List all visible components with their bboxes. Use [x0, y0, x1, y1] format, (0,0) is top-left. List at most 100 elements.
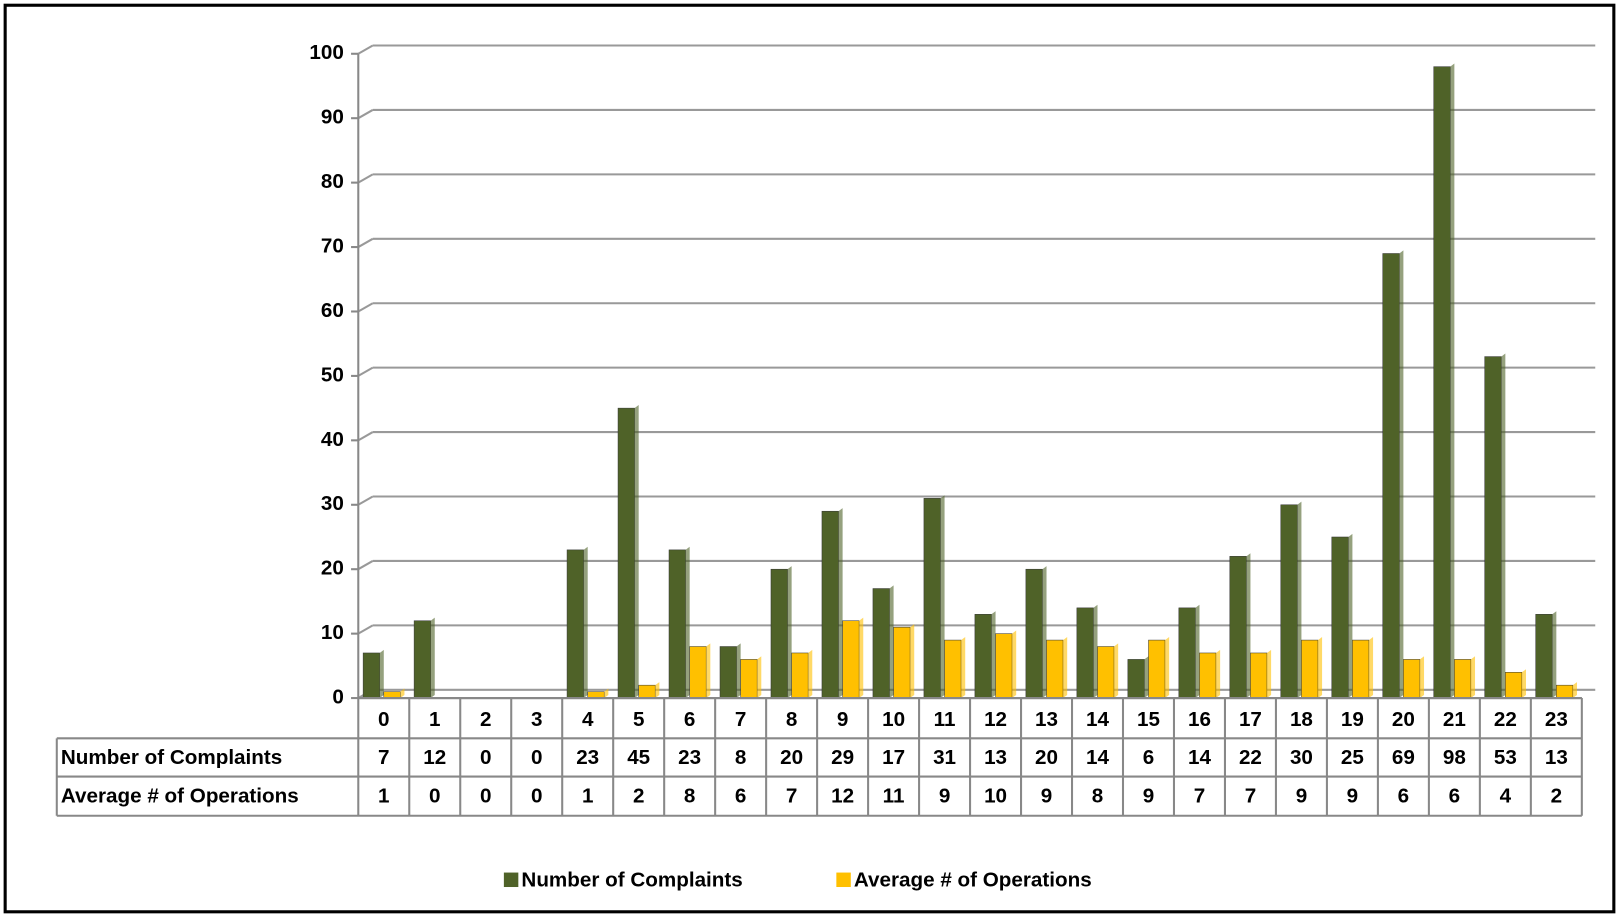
table-value: 25 [1341, 746, 1364, 769]
bar [974, 614, 992, 699]
table-value: 9 [939, 785, 950, 808]
table-value: 8 [684, 785, 695, 808]
table-value: 14 [1188, 746, 1211, 769]
x-tick-label: 10 [882, 708, 905, 731]
bar-side [1165, 636, 1170, 699]
bar [1301, 639, 1319, 699]
x-tick-label: 0 [378, 708, 389, 731]
table-value: 45 [627, 746, 650, 769]
bar-side [1470, 656, 1476, 699]
bar [740, 659, 758, 699]
table-value: 6 [735, 785, 746, 808]
table-value: 69 [1392, 746, 1415, 769]
bar [1433, 66, 1451, 699]
bar-side [757, 656, 762, 699]
bar-side [859, 617, 864, 699]
bar [362, 652, 380, 699]
table-value: 10 [984, 785, 1007, 808]
bar [1331, 536, 1349, 699]
grid-line [357, 302, 374, 313]
table-value: 9 [1347, 785, 1358, 808]
y-tick-label: 100 [309, 41, 343, 64]
table-value: 0 [480, 785, 491, 808]
table-row-header: Average # of Operations [61, 785, 299, 808]
x-tick-label: 6 [684, 708, 695, 731]
table-value: 12 [423, 746, 446, 769]
bar-side [706, 643, 711, 699]
y-tick-label: 60 [321, 299, 344, 322]
y-tick-label: 50 [321, 363, 344, 386]
table-value: 7 [378, 746, 389, 769]
legend-label: Number of Complaints [521, 868, 742, 891]
bar-side [1195, 604, 1200, 699]
grid-line [357, 431, 374, 442]
bar-side [808, 649, 813, 699]
grid-line [357, 173, 374, 184]
table-row-header: Number of Complaints [61, 746, 282, 769]
bar [872, 588, 890, 699]
x-tick-label: 17 [1239, 708, 1262, 731]
bar [668, 549, 686, 699]
x-tick-label: 21 [1443, 708, 1466, 731]
x-tick-label: 15 [1137, 708, 1160, 731]
y-tick-label: 30 [321, 492, 344, 515]
bar-side [1297, 501, 1302, 699]
bar-side [1144, 656, 1149, 699]
x-tick-label: 5 [633, 708, 644, 731]
x-tick-label: 14 [1086, 708, 1109, 731]
bar-side [685, 546, 690, 699]
bar-side [634, 405, 639, 699]
chart-frame [3, 3, 1616, 914]
x-tick-label: 18 [1290, 708, 1313, 731]
bar-side [604, 688, 609, 699]
x-tick-label: 8 [786, 708, 797, 731]
bar-side [1012, 630, 1017, 699]
bar [1535, 614, 1553, 699]
table-value: 13 [984, 746, 1007, 769]
bar-side [1215, 649, 1221, 699]
table-value: 6 [1143, 746, 1154, 769]
grid-line [357, 109, 374, 120]
bar [944, 639, 962, 699]
bar [1229, 556, 1247, 699]
table-value: 9 [1296, 785, 1307, 808]
bar-side [430, 617, 435, 699]
table-value: 0 [531, 746, 542, 769]
x-tick-label: 13 [1035, 708, 1058, 731]
bar-side [1501, 353, 1506, 699]
bar-side [787, 566, 792, 699]
bar-side [1572, 682, 1577, 699]
x-tick-label: 7 [735, 708, 746, 731]
bar-side [1419, 656, 1425, 699]
table-value: 9 [1041, 785, 1052, 808]
bar [1097, 646, 1115, 699]
bar-side [1063, 636, 1068, 699]
y-tick-label: 80 [321, 170, 344, 193]
x-tick-label: 3 [531, 708, 542, 731]
bar [1046, 639, 1064, 699]
legend-label: Average # of Operations [854, 868, 1092, 891]
bar-side [379, 649, 384, 699]
bar-side [1399, 250, 1404, 699]
table-value: 6 [1398, 785, 1409, 808]
table-value: 98 [1443, 746, 1466, 769]
y-tick-label: 0 [332, 686, 343, 709]
bar [1556, 684, 1574, 699]
bar [1352, 639, 1370, 699]
x-tick-label: 19 [1341, 708, 1364, 731]
table-value: 13 [1545, 746, 1568, 769]
bar [770, 568, 788, 699]
bar [413, 620, 431, 699]
table-value: 2 [633, 785, 644, 808]
grid-line [357, 44, 374, 55]
x-tick-label: 20 [1392, 708, 1415, 731]
bar-side [1093, 604, 1098, 699]
table-value: 14 [1086, 746, 1109, 769]
bar [1178, 607, 1196, 699]
bar [1382, 253, 1400, 699]
table-value: 8 [1092, 785, 1103, 808]
bar-side [1266, 649, 1272, 699]
bar-side [991, 611, 996, 699]
